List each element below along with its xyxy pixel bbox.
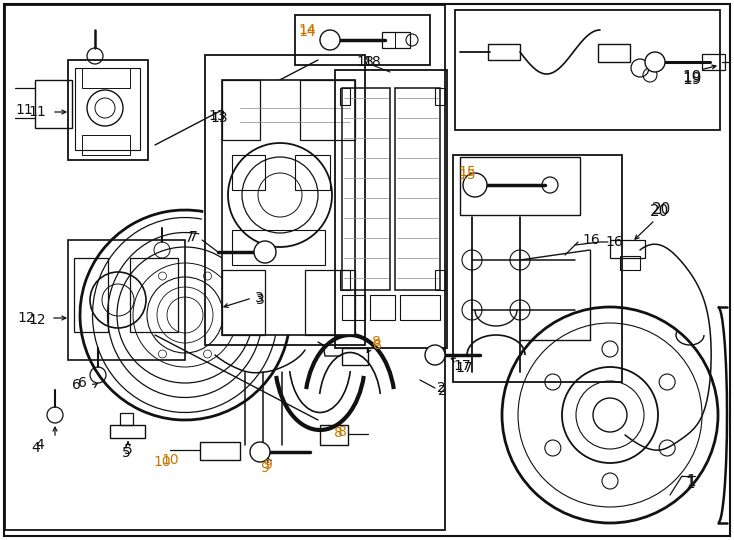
Text: 2: 2 — [438, 384, 447, 398]
Bar — [610, 240, 645, 258]
Text: 20: 20 — [650, 205, 669, 219]
Text: 8: 8 — [372, 335, 381, 349]
Text: 7: 7 — [185, 231, 194, 245]
Bar — [488, 44, 520, 60]
Text: 1: 1 — [686, 475, 696, 489]
Text: 16: 16 — [605, 235, 622, 249]
Text: 4: 4 — [36, 438, 44, 452]
Bar — [120, 413, 133, 425]
Bar — [222, 80, 260, 140]
Bar — [74, 258, 108, 332]
Bar — [340, 88, 350, 105]
Text: 18: 18 — [363, 55, 381, 69]
Text: 10: 10 — [161, 453, 179, 467]
Bar — [300, 80, 355, 140]
Text: 9: 9 — [264, 458, 272, 472]
Text: 5: 5 — [122, 446, 131, 460]
Text: 11: 11 — [28, 105, 46, 119]
Circle shape — [463, 173, 487, 197]
Bar — [435, 88, 445, 105]
Bar — [395, 88, 440, 290]
Bar — [370, 295, 395, 320]
Text: 19: 19 — [682, 71, 702, 85]
Bar — [305, 270, 355, 335]
Circle shape — [645, 52, 665, 72]
Text: 2: 2 — [437, 381, 446, 395]
Text: 3: 3 — [255, 291, 264, 305]
Text: 19: 19 — [682, 72, 702, 87]
Bar — [110, 425, 145, 438]
Bar — [702, 54, 725, 70]
Bar — [5, 5, 445, 530]
Bar — [68, 60, 148, 160]
Text: 3: 3 — [256, 293, 265, 307]
Bar — [35, 80, 72, 128]
Text: 1: 1 — [685, 476, 694, 491]
Text: 6: 6 — [78, 376, 87, 390]
Bar — [342, 348, 368, 365]
Bar — [82, 135, 130, 155]
Text: 4: 4 — [32, 441, 40, 455]
Bar — [620, 256, 640, 270]
Bar — [205, 55, 365, 345]
Text: 17: 17 — [453, 359, 470, 373]
Text: 8: 8 — [333, 426, 343, 440]
Text: 20: 20 — [652, 202, 672, 218]
Text: 9: 9 — [261, 461, 269, 475]
Bar — [435, 270, 445, 290]
Bar — [342, 88, 390, 290]
Text: 12: 12 — [28, 313, 46, 327]
Text: 14: 14 — [298, 23, 316, 37]
Bar — [335, 70, 447, 348]
Bar — [453, 155, 622, 382]
Text: 13: 13 — [210, 111, 228, 125]
Bar — [340, 270, 350, 290]
Text: 17: 17 — [455, 361, 473, 375]
Bar — [232, 155, 265, 190]
Bar — [342, 295, 365, 320]
Bar — [82, 68, 130, 88]
Circle shape — [425, 345, 445, 365]
Bar — [460, 157, 580, 215]
Bar — [455, 10, 720, 130]
Text: 6: 6 — [72, 378, 81, 392]
Text: 12: 12 — [18, 311, 35, 325]
Bar — [130, 258, 178, 332]
Text: 11: 11 — [15, 103, 33, 117]
Text: 5: 5 — [123, 443, 132, 457]
Bar — [295, 15, 430, 65]
Text: 16: 16 — [582, 233, 600, 247]
Bar — [222, 80, 355, 335]
Circle shape — [250, 442, 270, 462]
Bar — [598, 44, 630, 62]
Bar — [200, 442, 240, 460]
Bar — [400, 295, 440, 320]
Text: 8: 8 — [338, 425, 346, 439]
Text: 13: 13 — [208, 109, 225, 123]
Text: 15: 15 — [458, 168, 476, 182]
Text: 7: 7 — [189, 230, 198, 244]
Text: 15: 15 — [458, 165, 476, 179]
Circle shape — [320, 30, 340, 50]
Bar — [222, 270, 265, 335]
Text: 8: 8 — [373, 338, 382, 352]
Circle shape — [254, 241, 276, 263]
Text: 14: 14 — [298, 25, 316, 39]
Text: 10: 10 — [153, 455, 171, 469]
Bar — [232, 230, 325, 265]
Text: 18: 18 — [356, 55, 374, 69]
Bar — [382, 32, 410, 48]
Bar — [295, 155, 330, 190]
Bar — [320, 425, 348, 445]
Bar — [68, 240, 185, 360]
Bar — [75, 68, 140, 150]
